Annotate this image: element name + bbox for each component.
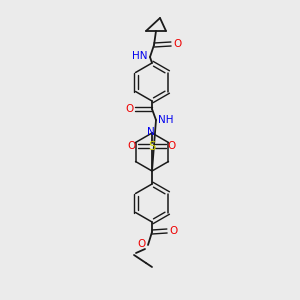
Text: O: O: [169, 226, 177, 236]
Text: O: O: [168, 141, 176, 151]
Text: HN: HN: [132, 51, 148, 61]
Text: N: N: [147, 127, 155, 137]
Text: S: S: [148, 140, 156, 152]
Text: O: O: [173, 39, 181, 49]
Text: NH: NH: [158, 115, 174, 125]
Text: O: O: [125, 104, 133, 114]
Text: O: O: [128, 141, 136, 151]
Text: O: O: [138, 239, 146, 249]
